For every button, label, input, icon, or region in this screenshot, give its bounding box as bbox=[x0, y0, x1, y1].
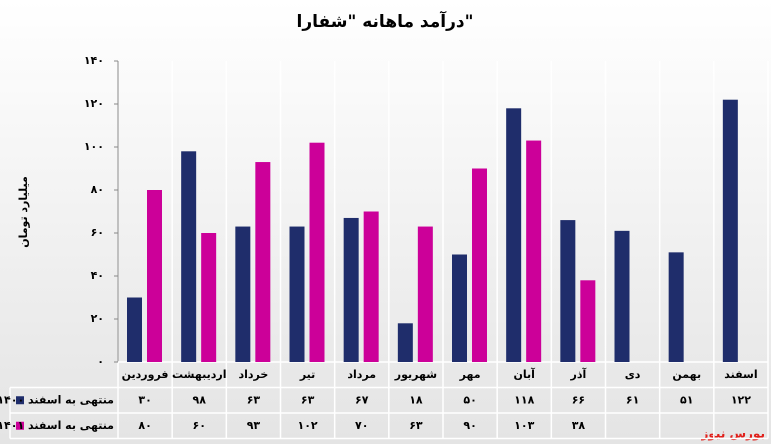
bar bbox=[181, 151, 197, 362]
table-value: ۳۰ bbox=[138, 393, 151, 406]
x-tick-label: آبان bbox=[514, 367, 536, 381]
y-tick-label: ۱۲۰ bbox=[84, 97, 104, 110]
table-value: ۹۳ bbox=[247, 419, 261, 432]
x-tick-label: مهر bbox=[459, 368, 481, 381]
x-tick-label: شهریور bbox=[394, 368, 437, 381]
bar bbox=[127, 297, 142, 362]
bar bbox=[289, 226, 305, 362]
bar bbox=[580, 280, 596, 362]
table-value: ۶۳ bbox=[247, 393, 261, 406]
table-value: ۸۰ bbox=[138, 419, 151, 432]
table-value: ۷۰ bbox=[355, 419, 368, 432]
table-value: ۱۸ bbox=[409, 393, 423, 406]
table-value: ۳۸ bbox=[572, 419, 586, 432]
x-tick-label: تیر bbox=[299, 368, 315, 381]
legend-label: منتهی به اسفند ۱۴۰۰ bbox=[0, 393, 114, 406]
x-tick-label: خرداد bbox=[238, 368, 268, 381]
x-tick-label: آذر bbox=[570, 367, 587, 381]
bar bbox=[147, 190, 162, 362]
bar bbox=[201, 233, 217, 362]
bar bbox=[397, 323, 413, 362]
bar bbox=[560, 220, 576, 362]
bar bbox=[235, 226, 251, 362]
table-value: ۶۶ bbox=[572, 393, 585, 406]
bar bbox=[417, 226, 433, 362]
y-tick-label: ۴۰ bbox=[91, 269, 104, 282]
x-tick-label: فروردین bbox=[122, 368, 169, 381]
bar bbox=[668, 252, 684, 362]
x-tick-label: اردیبهشت bbox=[172, 368, 226, 381]
y-tick-label: ۱۴۰ bbox=[84, 54, 104, 67]
y-tick-label: ۱۰۰ bbox=[84, 140, 104, 153]
bar bbox=[309, 142, 325, 362]
table-value: ۱۰۲ bbox=[298, 419, 318, 432]
y-tick-label: ۰ bbox=[97, 355, 104, 368]
table-value: ۶۰ bbox=[193, 419, 206, 432]
bar bbox=[363, 211, 379, 362]
legend-swatch bbox=[16, 396, 24, 405]
x-tick-label: اسفند bbox=[724, 368, 757, 381]
table-value: ۶۷ bbox=[355, 393, 369, 406]
table-value: ۹۰ bbox=[463, 419, 476, 432]
table-value: ۶۱ bbox=[626, 393, 639, 406]
bar bbox=[452, 254, 467, 362]
chart-title: درآمد ماهانه "شفارا" bbox=[297, 10, 474, 32]
table-value: ۵۰ bbox=[463, 393, 476, 406]
y-tick-label: ۶۰ bbox=[91, 226, 104, 239]
legend-swatch bbox=[16, 421, 24, 430]
legend-label: منتهی به اسفند ۱۴۰۱ bbox=[0, 419, 114, 432]
table-value: ۹۸ bbox=[193, 393, 207, 406]
bar bbox=[614, 230, 630, 362]
table-value: ۶۳ bbox=[301, 393, 315, 406]
x-tick-label: بهمن bbox=[672, 368, 701, 381]
y-tick-label: ۲۰ bbox=[91, 312, 104, 325]
table-value: ۶۳ bbox=[409, 419, 423, 432]
bar bbox=[472, 168, 487, 362]
table-value: ۵۱ bbox=[680, 393, 693, 406]
x-tick-label: دی bbox=[625, 368, 641, 381]
table-value: ۱۰۳ bbox=[514, 419, 534, 432]
y-tick-label: ۸۰ bbox=[91, 183, 104, 196]
bar bbox=[526, 140, 542, 362]
bar bbox=[722, 99, 738, 362]
x-tick-label: مرداد bbox=[347, 368, 376, 381]
bar bbox=[255, 162, 271, 362]
bar bbox=[506, 108, 522, 362]
bar bbox=[343, 217, 359, 362]
table-value: ۱۱۸ bbox=[514, 393, 534, 406]
table-value: ۱۲۲ bbox=[731, 393, 751, 406]
y-axis-label: میلیارد تومان bbox=[17, 176, 30, 248]
